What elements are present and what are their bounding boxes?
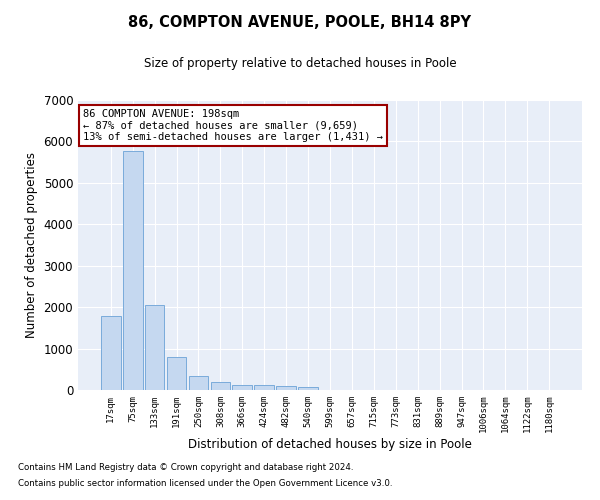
Bar (298, 386, 318, 390)
Bar (101, 316, 121, 390)
Bar (167, 357, 187, 390)
X-axis label: Distribution of detached houses by size in Poole: Distribution of detached houses by size … (188, 438, 472, 451)
Bar (123, 150, 143, 390)
Bar (188, 376, 208, 390)
Bar (254, 386, 274, 390)
Text: Size of property relative to detached houses in Poole: Size of property relative to detached ho… (143, 58, 457, 70)
Text: 86, COMPTON AVENUE, POOLE, BH14 8PY: 86, COMPTON AVENUE, POOLE, BH14 8PY (128, 15, 472, 30)
Text: Contains HM Land Registry data © Crown copyright and database right 2024.: Contains HM Land Registry data © Crown c… (18, 464, 353, 472)
Bar (145, 304, 164, 390)
Y-axis label: Number of detached properties: Number of detached properties (25, 152, 38, 338)
Bar (276, 386, 296, 390)
Bar (232, 385, 252, 390)
Text: Contains public sector information licensed under the Open Government Licence v3: Contains public sector information licen… (18, 478, 392, 488)
Bar (211, 382, 230, 390)
Text: 86 COMPTON AVENUE: 198sqm
← 87% of detached houses are smaller (9,659)
13% of se: 86 COMPTON AVENUE: 198sqm ← 87% of detac… (83, 108, 383, 142)
